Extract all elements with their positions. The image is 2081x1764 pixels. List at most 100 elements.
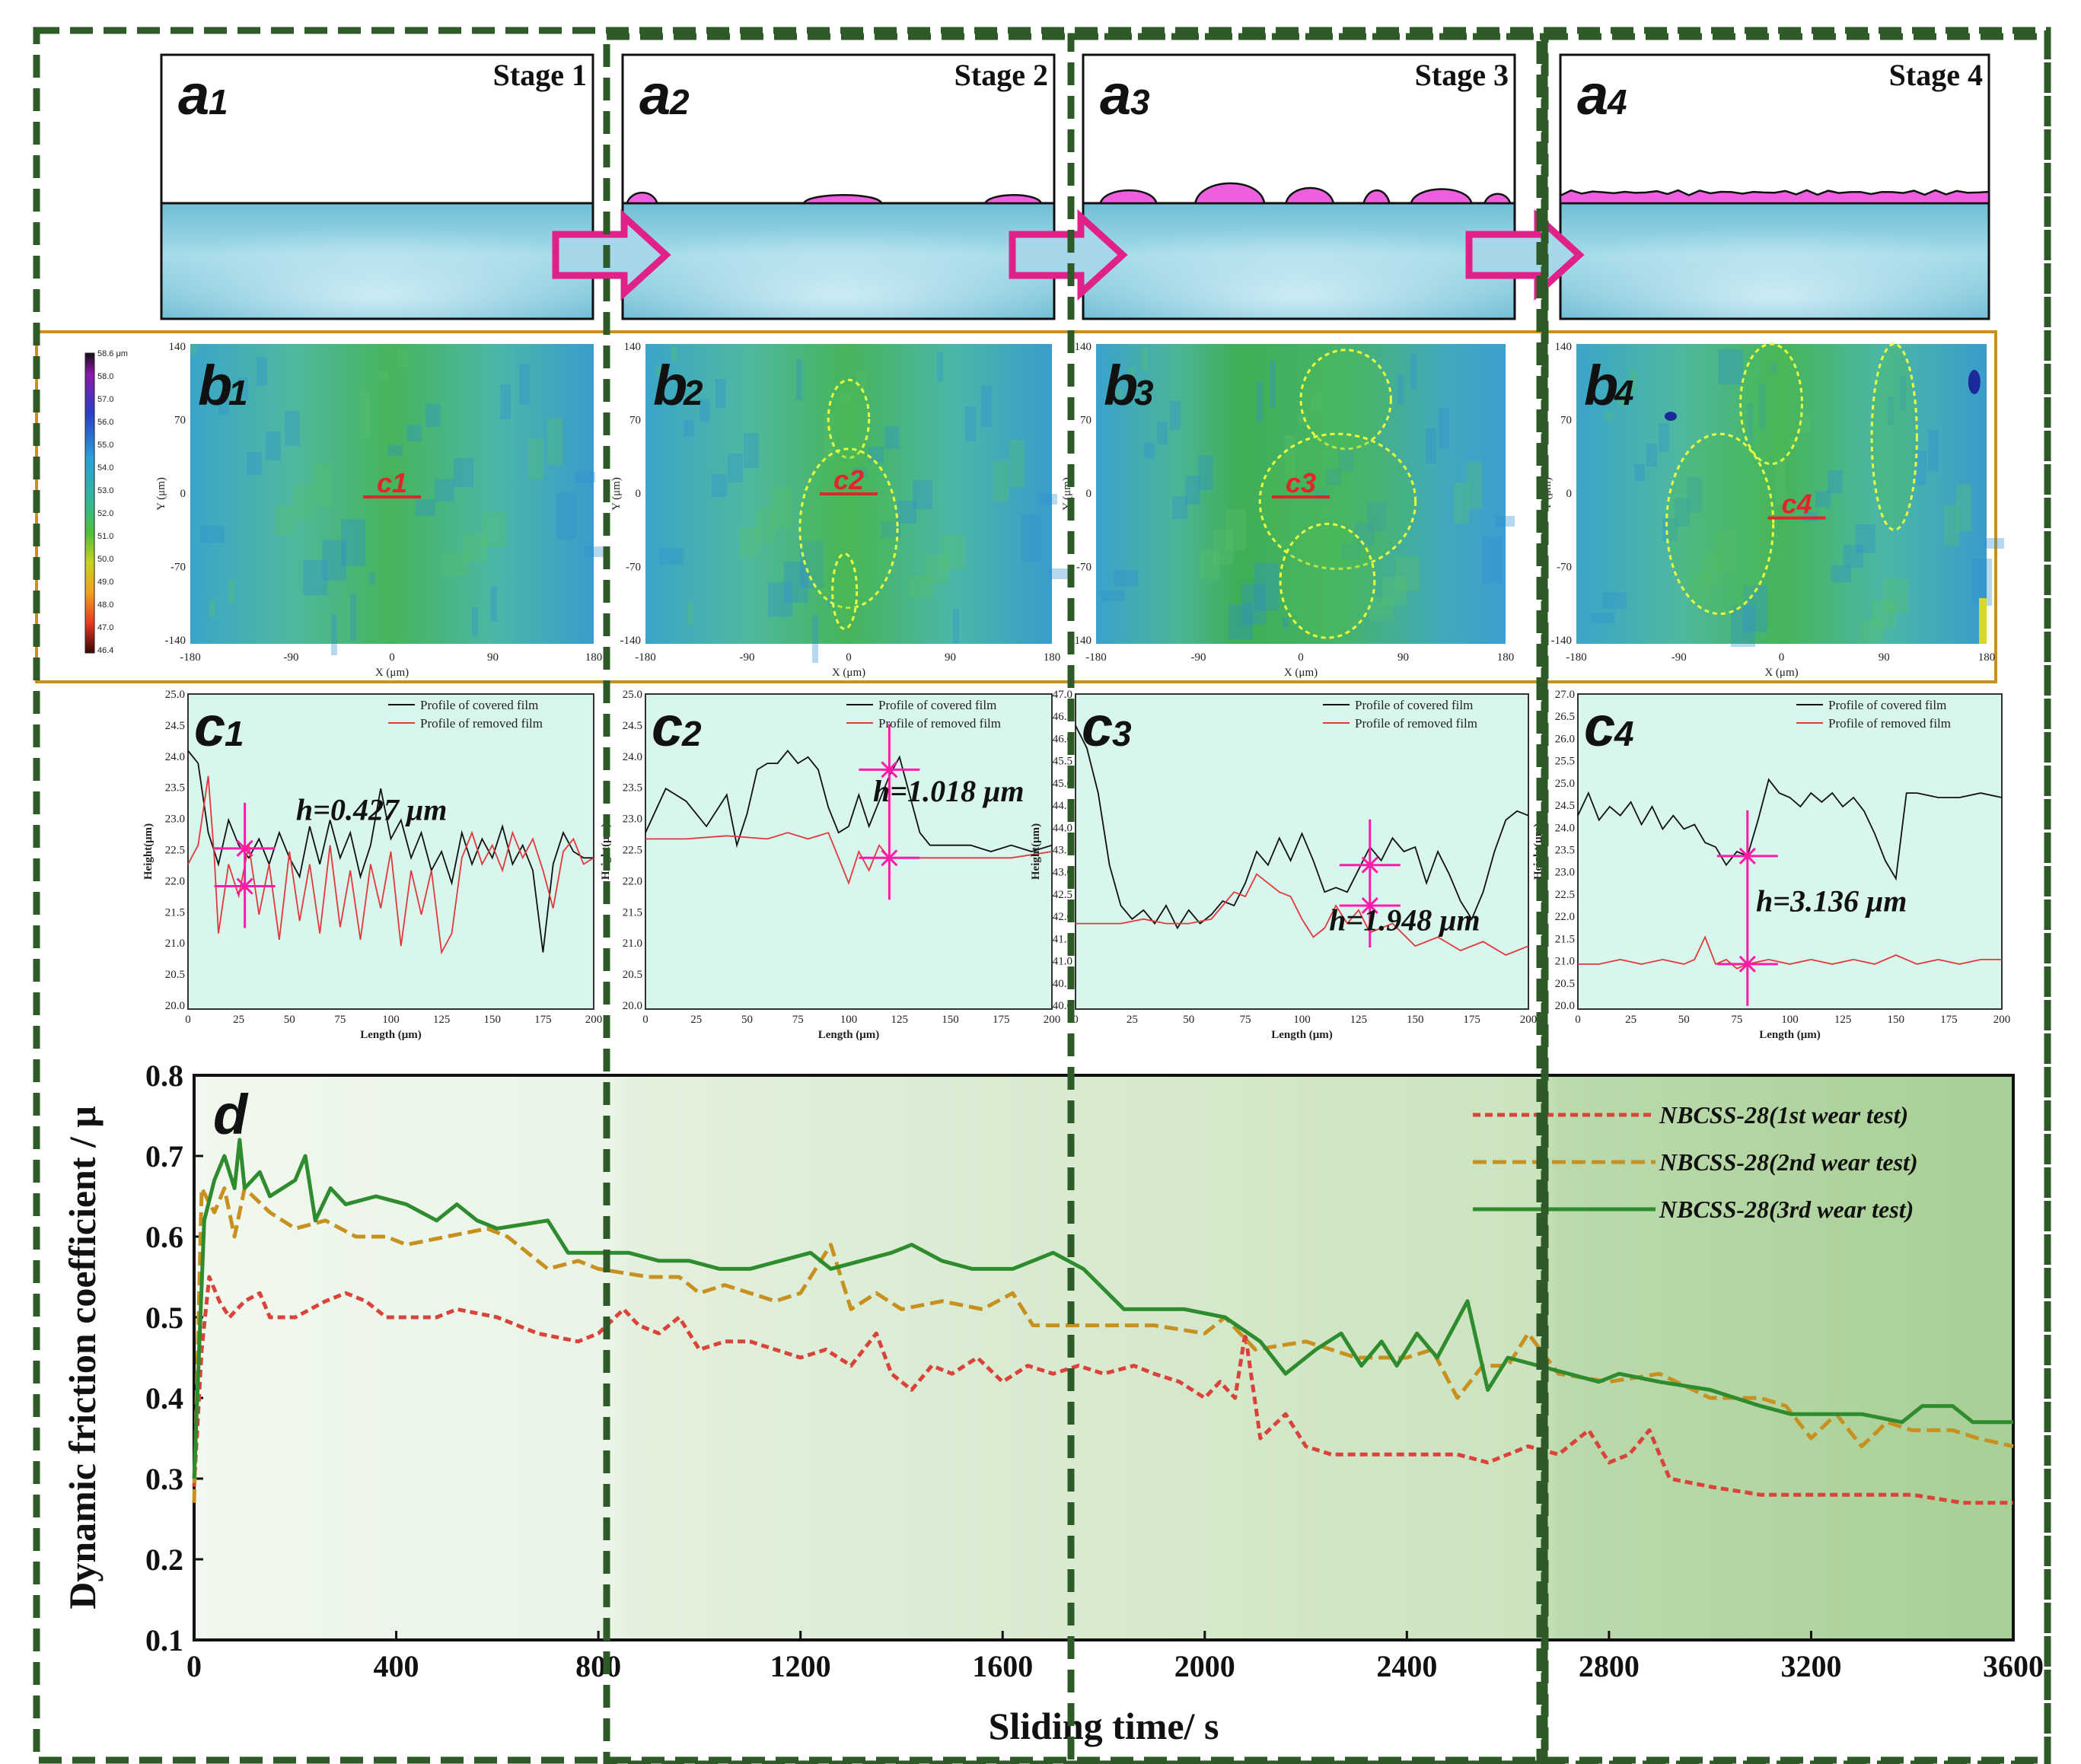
- map-x-tick: 90: [1879, 651, 1890, 664]
- map-x-tick: 90: [945, 651, 956, 664]
- legend-label: NBCSS-28(3rd wear test): [1659, 1196, 1914, 1223]
- map-y-tick: 70: [629, 415, 641, 427]
- profile-x-tick: 150: [484, 1014, 502, 1026]
- covered-film-profile: [1075, 724, 1529, 930]
- profile-x-tick: 75: [334, 1014, 346, 1026]
- profile-y-tick: 26.0: [1555, 733, 1575, 745]
- profile-x-tick: 25: [1625, 1014, 1636, 1026]
- map-texture: [925, 555, 949, 584]
- map-texture: [1590, 613, 1614, 623]
- profile-y-tick: 22.5: [623, 845, 642, 857]
- map-texture: [331, 614, 337, 655]
- series-line-1: [192, 1275, 2013, 1505]
- x-tick-label: 1600: [972, 1649, 1033, 1683]
- map-texture: [655, 366, 661, 377]
- map-texture: [1815, 491, 1831, 508]
- map-texture: [218, 398, 229, 415]
- y-tick-label: 0.6: [145, 1220, 183, 1254]
- map-y-tick: -140: [620, 635, 642, 647]
- profile-y-tick: 22.0: [165, 875, 185, 887]
- map-x-tick: 0: [389, 651, 395, 664]
- y-tick-label: 0.1: [145, 1623, 183, 1657]
- pit: [1968, 370, 1981, 394]
- x-tick-label: 1200: [770, 1649, 831, 1683]
- covered-film-profile: [187, 750, 594, 953]
- map-texture: [687, 602, 693, 625]
- stage-arrow-icon: [1465, 209, 1585, 301]
- map-texture: [756, 508, 776, 543]
- profile-x-tick: 200: [1993, 1014, 2011, 1026]
- map-x-tick: 0: [846, 651, 852, 664]
- substrate-glow: [1085, 205, 1513, 317]
- map-y-tick: 0: [636, 488, 642, 500]
- legend-covered-label: Profile of covered film: [1828, 698, 1946, 712]
- profile-x-tick: 175: [1940, 1014, 1958, 1026]
- map-texture: [1467, 462, 1482, 509]
- map-texture: [1888, 396, 1894, 425]
- map-texture: [585, 546, 609, 557]
- map-texture: [700, 400, 710, 422]
- stage-box: [1559, 53, 1990, 205]
- panel-label-sub: 3: [1134, 373, 1154, 412]
- profile-y-tick: 24.5: [165, 720, 185, 732]
- map-texture: [1691, 572, 1710, 601]
- map-texture: [868, 447, 884, 463]
- panel-label-letter: b: [198, 354, 232, 417]
- map-texture: [575, 472, 595, 482]
- profile-x-tick: 100: [1293, 1014, 1311, 1026]
- profile-x-label: Length (μm): [1759, 1029, 1821, 1041]
- profile-y-tick: 21.5: [1555, 933, 1575, 945]
- profile-y-tick: 20.0: [1555, 1000, 1575, 1012]
- stage-arrow-icon: [552, 209, 671, 301]
- map-x-tick: 0: [1298, 651, 1304, 664]
- map-texture: [1254, 563, 1279, 610]
- map-texture: [257, 357, 267, 386]
- map-texture: [1675, 498, 1690, 527]
- height-difference-label: h=3.136 μm: [1756, 884, 1907, 919]
- map-texture: [1369, 597, 1394, 620]
- profile-y-tick: 46.0: [1053, 733, 1072, 745]
- map-texture: [200, 526, 225, 543]
- profile-x-tick: 125: [433, 1014, 451, 1026]
- map-texture: [1719, 349, 1743, 384]
- debris-particle: [1362, 189, 1391, 205]
- colorbar-label: 49.0: [97, 578, 113, 587]
- profile-plot-area: [1075, 693, 1529, 1010]
- map-y-tick: 0: [1086, 488, 1092, 500]
- map-texture: [881, 521, 900, 538]
- panel-label-sub: 3: [1112, 714, 1132, 753]
- profile-x-label: Length (μm): [1271, 1029, 1333, 1041]
- map-texture: [784, 562, 808, 603]
- map-y-tick: 140: [1555, 341, 1573, 353]
- profile-y-label: Height(μm): [142, 823, 155, 880]
- colorbar-label: 54.0: [97, 463, 113, 473]
- profile-y-tick: 27.0: [1555, 689, 1575, 701]
- panel-label-sub: 2: [683, 373, 703, 412]
- colorbar-label: 57.0: [97, 395, 113, 404]
- map-texture: [1172, 496, 1187, 519]
- map-texture: [1844, 545, 1863, 568]
- map-texture: [812, 616, 818, 663]
- map-x-tick: -180: [635, 651, 656, 664]
- profile-y-tick: 21.5: [165, 906, 185, 919]
- map-y-tick: -140: [1071, 635, 1092, 647]
- profile-x-tick: 50: [284, 1014, 295, 1026]
- map-y-tick: -140: [165, 635, 186, 647]
- profile-x-tick: 175: [1463, 1014, 1480, 1026]
- map-texture: [965, 406, 976, 441]
- map-texture: [1799, 416, 1810, 433]
- map-texture: [303, 560, 327, 595]
- film-region-outline: [1299, 349, 1392, 451]
- profile-y-tick: 20.5: [165, 969, 185, 981]
- surface-maps: 58.6 μm 58.0 57.0 56.0 55.0 54.0 53.0 52.0 51.0 5…: [84, 341, 2004, 679]
- profile-x-tick: 100: [382, 1014, 400, 1026]
- panel-label-sub: 2: [681, 714, 702, 753]
- series-line-3: [192, 1138, 2013, 1479]
- map-texture: [728, 454, 743, 482]
- map-texture: [1270, 361, 1276, 408]
- panel-label-letter: a: [1577, 63, 1608, 126]
- panel-label-letter: a: [1100, 63, 1131, 126]
- profile-y-tick: 25.0: [1555, 778, 1575, 790]
- profile-panel-1: h=0.427 μm c1 Profile of covered film Profi…: [142, 689, 602, 1041]
